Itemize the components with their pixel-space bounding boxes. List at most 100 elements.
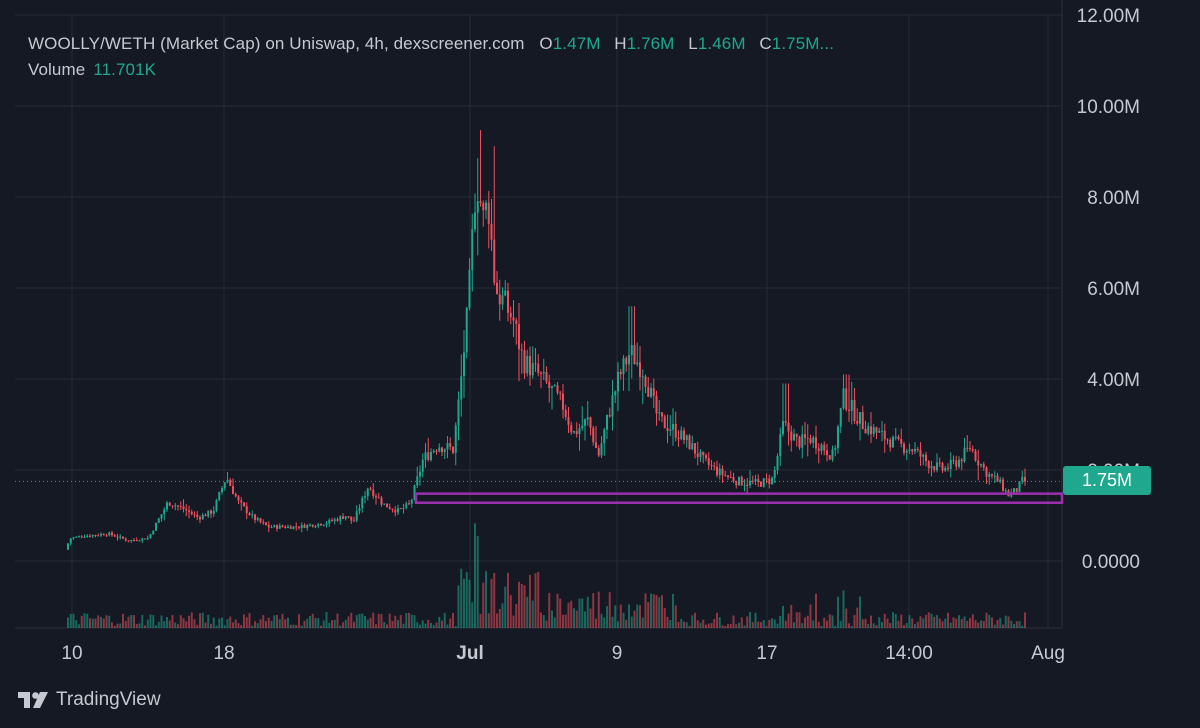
- support-zone-box[interactable]: [414, 492, 1064, 505]
- candle-body: [251, 514, 254, 516]
- volume-bar: [218, 618, 221, 628]
- volume-bar: [936, 615, 938, 628]
- volume-bar: [240, 624, 243, 628]
- volume-bar: [680, 618, 683, 628]
- volume-bar: [848, 623, 850, 628]
- open-key: O: [539, 34, 553, 53]
- candle-body: [804, 434, 806, 438]
- candle-body: [342, 516, 344, 519]
- volume-bar: [347, 616, 350, 628]
- volume-bar: [177, 624, 179, 628]
- candle-body: [102, 534, 105, 536]
- candle-body: [897, 436, 900, 440]
- candle-body: [586, 417, 589, 420]
- candle-body: [259, 518, 262, 522]
- candle-body: [672, 423, 674, 430]
- candle-body: [548, 381, 551, 389]
- volume-bar: [1010, 620, 1013, 628]
- volume-bar: [278, 619, 281, 628]
- volume-bar: [529, 574, 531, 628]
- volume-bar: [460, 568, 463, 628]
- candle-body: [229, 479, 232, 487]
- candle-body: [474, 212, 476, 230]
- candle-body: [663, 416, 666, 429]
- candle-body: [771, 477, 773, 484]
- candle-body: [740, 476, 743, 486]
- candle-body: [864, 429, 867, 434]
- candle-body: [729, 476, 732, 478]
- chart-grid: [15, 0, 1063, 629]
- candle-body: [273, 525, 276, 528]
- volume-bar: [245, 617, 248, 628]
- candle-body: [119, 536, 122, 538]
- candle-body: [372, 489, 375, 497]
- candle-body: [938, 462, 941, 464]
- candle-body: [237, 496, 240, 501]
- candle-body: [383, 503, 386, 505]
- volume-bar: [265, 621, 267, 628]
- candle-body: [955, 460, 958, 467]
- volume-bar: [479, 613, 482, 628]
- x-tick-label: 9: [612, 643, 623, 664]
- candle-body: [641, 376, 644, 378]
- candle-body: [364, 496, 366, 498]
- candle-body: [380, 497, 383, 505]
- candle-body: [985, 467, 988, 477]
- candle-body: [97, 535, 100, 537]
- tradingview-footer[interactable]: TradingView: [18, 686, 161, 714]
- volume-bar: [215, 625, 218, 628]
- volume-bar: [1007, 616, 1010, 628]
- candle-body: [768, 478, 771, 484]
- volume-bar: [207, 614, 210, 628]
- candle-body: [168, 502, 171, 506]
- volume-bar: [237, 623, 240, 628]
- candle-body: [831, 449, 834, 460]
- volume-bar: [567, 602, 570, 628]
- candle-body: [146, 538, 149, 540]
- candle-body: [801, 434, 804, 448]
- volume-bar: [650, 593, 652, 628]
- volume-bar: [724, 625, 727, 628]
- candle-body: [787, 422, 790, 432]
- candle-body: [201, 514, 204, 520]
- volume-bar: [850, 625, 853, 628]
- volume-bar: [135, 623, 138, 628]
- volume-bar: [955, 618, 958, 628]
- candle-body: [482, 203, 485, 211]
- volume-bar: [504, 586, 507, 628]
- volume-bar: [784, 620, 787, 628]
- candle-body: [138, 540, 141, 542]
- x-tick-label: 17: [756, 643, 777, 664]
- candle-body: [221, 488, 223, 493]
- volume-bar: [193, 619, 196, 628]
- candle-body: [636, 362, 639, 365]
- volume-bar: [292, 624, 295, 628]
- volume-bar: [894, 613, 897, 628]
- volume-bar: [490, 578, 493, 628]
- candle-body: [911, 449, 914, 452]
- volume-bar: [300, 625, 303, 628]
- volume-bar: [762, 620, 765, 628]
- volume-bar: [617, 621, 619, 628]
- volume-bar: [119, 623, 122, 628]
- candle-body: [589, 417, 592, 428]
- volume-bar: [89, 618, 91, 628]
- volume-bar: [867, 623, 870, 628]
- candle-body: [265, 522, 267, 526]
- candle-body: [556, 385, 559, 393]
- volume-bar: [512, 615, 515, 628]
- volume-bar: [839, 621, 842, 628]
- volume-bar: [743, 625, 746, 628]
- low-value: 1.46M: [697, 34, 746, 53]
- volume-bar: [597, 591, 600, 628]
- candle-body: [435, 450, 438, 452]
- volume-bar: [614, 605, 617, 628]
- volume-bar: [837, 596, 839, 628]
- candle-body: [531, 363, 534, 376]
- candle-body: [691, 443, 694, 450]
- volume-bar: [160, 615, 163, 628]
- candle-body: [421, 459, 424, 472]
- candle-body: [914, 448, 916, 452]
- candle-body: [394, 509, 397, 513]
